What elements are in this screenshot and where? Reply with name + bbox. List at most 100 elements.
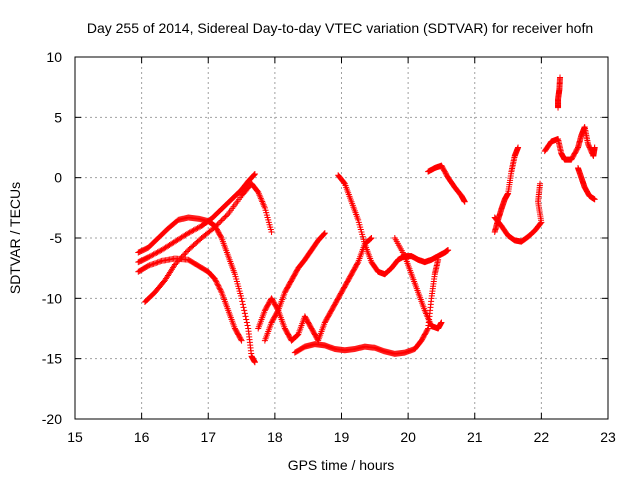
x-tick-label: 23: [600, 429, 616, 445]
y-tick-label: -20: [42, 411, 62, 427]
data-point-marker: [320, 231, 327, 238]
series-arc-i: [391, 235, 445, 332]
data-point-marker: [214, 281, 221, 288]
series-arc-j: [425, 162, 468, 205]
data-point-marker: [178, 254, 185, 261]
data-point-marker: [241, 310, 248, 317]
data-point-marker: [215, 283, 222, 290]
data-point-marker: [354, 260, 361, 267]
y-tick-label: 0: [54, 170, 62, 186]
data-point-marker: [242, 313, 249, 320]
data-point-marker: [251, 171, 258, 178]
data-point-marker: [367, 236, 374, 243]
data-point-marker: [368, 235, 375, 241]
data-point-marker: [243, 319, 250, 326]
data-point-marker: [181, 251, 188, 258]
x-tick-label: 19: [334, 429, 350, 445]
data-point-marker: [461, 198, 468, 205]
series-arc-l: [491, 144, 522, 235]
data-point-marker: [274, 308, 281, 315]
data-point-marker: [173, 260, 180, 267]
data-point-marker: [515, 144, 522, 151]
data-point-marker: [211, 276, 218, 283]
series-arc-m: [541, 123, 598, 163]
data-point-marker: [237, 336, 244, 343]
data-point-marker: [293, 332, 300, 339]
data-point-marker: [155, 248, 162, 255]
data-point-marker: [154, 249, 161, 256]
data-point-marker: [238, 295, 245, 302]
x-tick-label: 16: [134, 429, 150, 445]
series-arc-f: [261, 230, 328, 344]
data-point-marker: [223, 212, 230, 219]
data-point-marker: [147, 252, 154, 259]
y-tick-label: -5: [50, 230, 63, 246]
chart-title: Day 255 of 2014, Sidereal Day-to-day VTE…: [87, 20, 593, 36]
series-arc-o: [555, 74, 564, 111]
data-point-marker: [179, 252, 186, 259]
x-axis-label: GPS time / hours: [288, 457, 395, 473]
data-point-marker: [367, 235, 374, 242]
data-point-marker: [212, 277, 219, 284]
data-point-marker: [145, 254, 152, 261]
y-tick-label: 5: [54, 109, 62, 125]
data-point-marker: [182, 249, 189, 256]
data-point-marker: [591, 144, 598, 151]
data-point-marker: [151, 250, 158, 257]
data-point-marker: [321, 230, 328, 237]
axis-layer: 15 16 17 18 19 20 21 22 23 -20 -15 -10 -5 0 5 10: [42, 49, 616, 445]
x-tick-label: 15: [67, 429, 83, 445]
data-points-layer: [135, 74, 598, 366]
data-point-marker: [341, 179, 348, 186]
y-tick-label: -10: [42, 290, 62, 306]
data-point-marker: [174, 258, 181, 265]
plot-frame: [74, 56, 609, 420]
data-point-marker: [591, 196, 598, 203]
data-point-marker: [221, 214, 228, 221]
data-point-marker: [241, 307, 248, 314]
data-point-marker: [243, 316, 250, 323]
data-point-marker: [239, 301, 246, 308]
data-point-marker: [177, 255, 184, 262]
series-arc-e: [255, 235, 375, 344]
x-tick-label: 21: [467, 429, 483, 445]
series-arc-b: [135, 171, 258, 266]
data-point-marker: [175, 257, 182, 264]
y-tick-label: -15: [42, 351, 62, 367]
data-point-marker: [217, 287, 224, 294]
data-point-marker: [216, 285, 223, 292]
x-tick-label: 22: [534, 429, 550, 445]
data-point-marker: [321, 230, 328, 237]
data-point-marker: [213, 280, 220, 287]
data-point-marker: [185, 230, 192, 237]
data-point-marker: [193, 225, 200, 232]
data-point-marker: [238, 337, 245, 344]
data-point-marker: [438, 319, 445, 326]
data-point-marker: [251, 359, 258, 366]
data-point-marker: [195, 224, 202, 231]
data-point-marker: [186, 229, 193, 236]
data-point-marker: [219, 216, 226, 223]
data-point-marker: [149, 252, 156, 259]
data-point-marker: [244, 322, 251, 329]
data-point-marker: [251, 171, 258, 178]
data-point-marker: [211, 224, 218, 231]
data-point-marker: [215, 220, 222, 227]
data-point-marker: [537, 180, 544, 187]
data-point-marker: [213, 222, 220, 229]
data-point-marker: [250, 172, 257, 179]
data-point-marker: [187, 228, 194, 235]
data-point-marker: [217, 218, 224, 225]
data-point-marker: [222, 213, 229, 220]
data-point-marker: [217, 233, 224, 240]
data-point-marker: [239, 298, 246, 305]
data-point-marker: [218, 217, 225, 224]
data-point-marker: [183, 248, 190, 255]
data-point-marker: [171, 261, 178, 268]
series-arc-d: [141, 180, 275, 305]
data-point-marker: [191, 226, 198, 233]
data-point-marker: [424, 326, 431, 333]
data-point-marker: [213, 278, 220, 285]
